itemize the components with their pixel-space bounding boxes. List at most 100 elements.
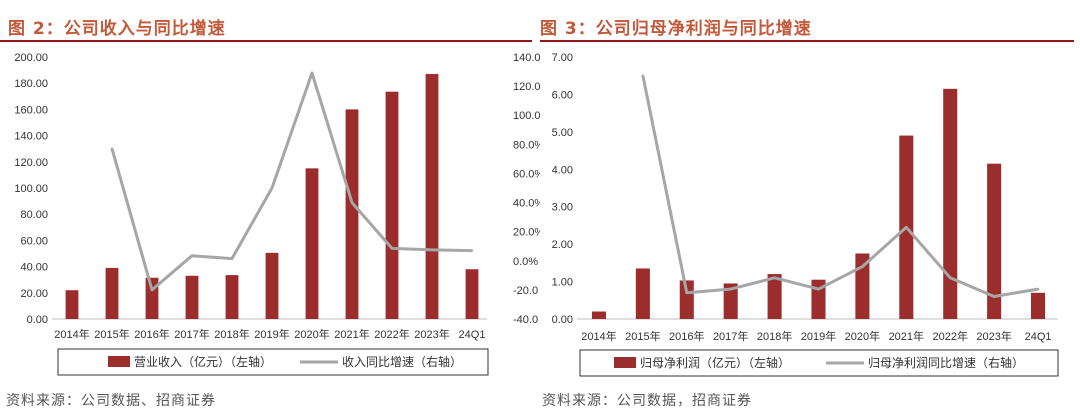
y-left-tick-label: 120.00 xyxy=(14,157,48,169)
figure-revenue: 图 2：公司收入与同比增速 0.00 20.00 40.00 60.00 80.00 10… xyxy=(0,19,540,409)
title-rule xyxy=(0,40,532,42)
revenue-chart: 0.00 20.00 40.00 60.00 80.00 100.00 120.00 140.… xyxy=(14,52,540,376)
line-point xyxy=(270,186,274,190)
figure-title: 图 3：公司归母净利润与同比增速 xyxy=(540,19,812,39)
y-left-tick-label: 60.00 xyxy=(20,235,48,247)
y-left-tick-label: 100.00 xyxy=(14,183,48,195)
y-left-tick-label: 20.00 xyxy=(20,288,48,300)
bar xyxy=(987,163,1002,319)
x-tick-label: 2016年 xyxy=(134,327,169,341)
line-point xyxy=(905,226,908,229)
line-point xyxy=(773,276,776,280)
line-point xyxy=(230,257,234,260)
line-point xyxy=(110,147,114,150)
y-right-tick-label: 140.0 xyxy=(513,52,540,64)
x-tick-label: 2021年 xyxy=(334,327,369,341)
x-tick-label: 2019年 xyxy=(254,327,289,341)
y-right-tick-label: 60.0% xyxy=(513,168,540,180)
x-tick-label: 2015年 xyxy=(625,329,660,343)
left-axis: 0.00 20.00 40.00 60.00 80.00 100.00 120.00 140.… xyxy=(14,52,48,326)
y-left-tick-label: 7.00 xyxy=(552,52,573,64)
x-tick-label: 2017年 xyxy=(174,327,209,341)
line-point xyxy=(817,287,820,291)
legend-box xyxy=(57,348,489,376)
source-note: 资料来源：公司数据，招商证券 xyxy=(542,393,752,409)
line-series xyxy=(110,71,474,292)
x-tick-label: 24Q1 xyxy=(459,329,486,341)
bar xyxy=(679,280,694,319)
bar xyxy=(465,269,479,319)
y-left-tick-label: 0.00 xyxy=(27,314,48,326)
bar xyxy=(767,274,782,319)
bar-series xyxy=(65,74,479,320)
line-point xyxy=(685,291,688,294)
growth-line xyxy=(110,71,473,292)
net-profit-chart: 0.001.002.003.004.005.006.007.00 2014年 20… xyxy=(552,52,1059,377)
bar xyxy=(1031,292,1046,319)
line-point xyxy=(992,295,996,298)
bar xyxy=(635,268,650,319)
y-right-tick-label: 40.0% xyxy=(513,198,540,210)
y-left-tick-label: 200.00 xyxy=(14,52,48,64)
line-point xyxy=(430,248,434,252)
legend-bar-swatch xyxy=(614,357,636,368)
legend-bar-label: 归母净利润（亿元）（左轴） xyxy=(640,355,790,370)
x-tick-label: 2023年 xyxy=(976,329,1011,343)
x-tick-label: 2018年 xyxy=(757,329,792,343)
line-point xyxy=(390,247,394,250)
legend-line-label: 收入同比增速（右轴） xyxy=(342,354,462,369)
y-left-tick-label: 3.00 xyxy=(552,202,573,214)
line-point xyxy=(861,265,864,268)
x-tick-label: 2022年 xyxy=(932,329,967,343)
line-point xyxy=(1036,287,1040,291)
bar xyxy=(943,88,958,319)
x-tick-label: 2015年 xyxy=(94,327,129,341)
bar xyxy=(425,74,439,319)
source-note: 资料来源：公司数据、招商证券 xyxy=(6,393,216,409)
line-point xyxy=(350,201,354,204)
y-left-tick-label: 5.00 xyxy=(552,127,573,139)
left-axis: 0.00 1.00 2.00 3.00 4.00 5.00 6.00 7.00 xyxy=(552,52,573,326)
growth-line xyxy=(641,75,1039,298)
x-tick-label: 2023年 xyxy=(414,327,449,341)
y-right-tick-label: 100.0 xyxy=(513,110,540,122)
bar xyxy=(265,252,279,319)
bar-series xyxy=(591,88,1046,319)
legend-bar-swatch xyxy=(108,356,130,367)
y-right-tick-label: -40.0 xyxy=(513,314,538,326)
line-point xyxy=(641,74,645,77)
bar xyxy=(185,275,199,319)
legend-bar-label: 营业收入（亿元）（左轴） xyxy=(134,354,272,369)
y-left-tick-label: 4.00 xyxy=(552,164,573,176)
bar xyxy=(723,283,738,319)
x-axis: 2014年 2015年 2016年 2017年 2018年 2019年 2020年 2021年… xyxy=(581,329,1051,343)
x-tick-label: 2020年 xyxy=(294,327,329,341)
x-tick-label: 2018年 xyxy=(214,327,249,341)
figure-net-profit: 图 3：公司归母净利润与同比增速 0.00 1.00 2.00 3.00 4.00 5.0… xyxy=(540,0,1080,419)
line-point xyxy=(470,249,474,252)
x-tick-label: 2020年 xyxy=(845,329,880,343)
legend-box xyxy=(579,349,1059,377)
figure-title: 图 2：公司收入与同比增速 xyxy=(8,19,226,39)
x-tick-label: 2019年 xyxy=(801,329,836,343)
title-rule xyxy=(540,40,1074,42)
bar xyxy=(345,109,359,320)
y-left-tick-label: 2.00 xyxy=(552,239,573,251)
line-point xyxy=(729,287,732,291)
bar xyxy=(305,168,319,319)
bar xyxy=(225,275,239,319)
y-left-tick-label: 80.00 xyxy=(20,209,48,221)
x-tick-label: 2021年 xyxy=(889,329,924,343)
line-point xyxy=(190,254,194,257)
x-tick-label: 2022年 xyxy=(374,327,409,341)
y-left-tick-label: 6.00 xyxy=(552,89,573,101)
x-tick-label: 2017年 xyxy=(713,329,748,343)
y-right-tick-label: 80.0% xyxy=(513,139,540,151)
line-point xyxy=(949,276,952,280)
y-left-tick-label: 40.00 xyxy=(20,262,48,274)
y-right-tick-label: -20.0 xyxy=(513,285,538,297)
x-tick-label: 2016年 xyxy=(669,329,704,343)
y-right-tick-label: 20.0% xyxy=(513,227,540,239)
line-series xyxy=(641,74,1040,298)
line-point xyxy=(150,288,154,292)
